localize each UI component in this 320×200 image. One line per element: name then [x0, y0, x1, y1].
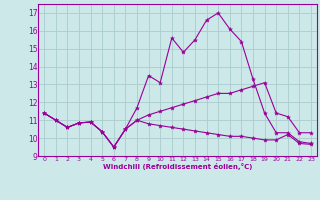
X-axis label: Windchill (Refroidissement éolien,°C): Windchill (Refroidissement éolien,°C)	[103, 163, 252, 170]
